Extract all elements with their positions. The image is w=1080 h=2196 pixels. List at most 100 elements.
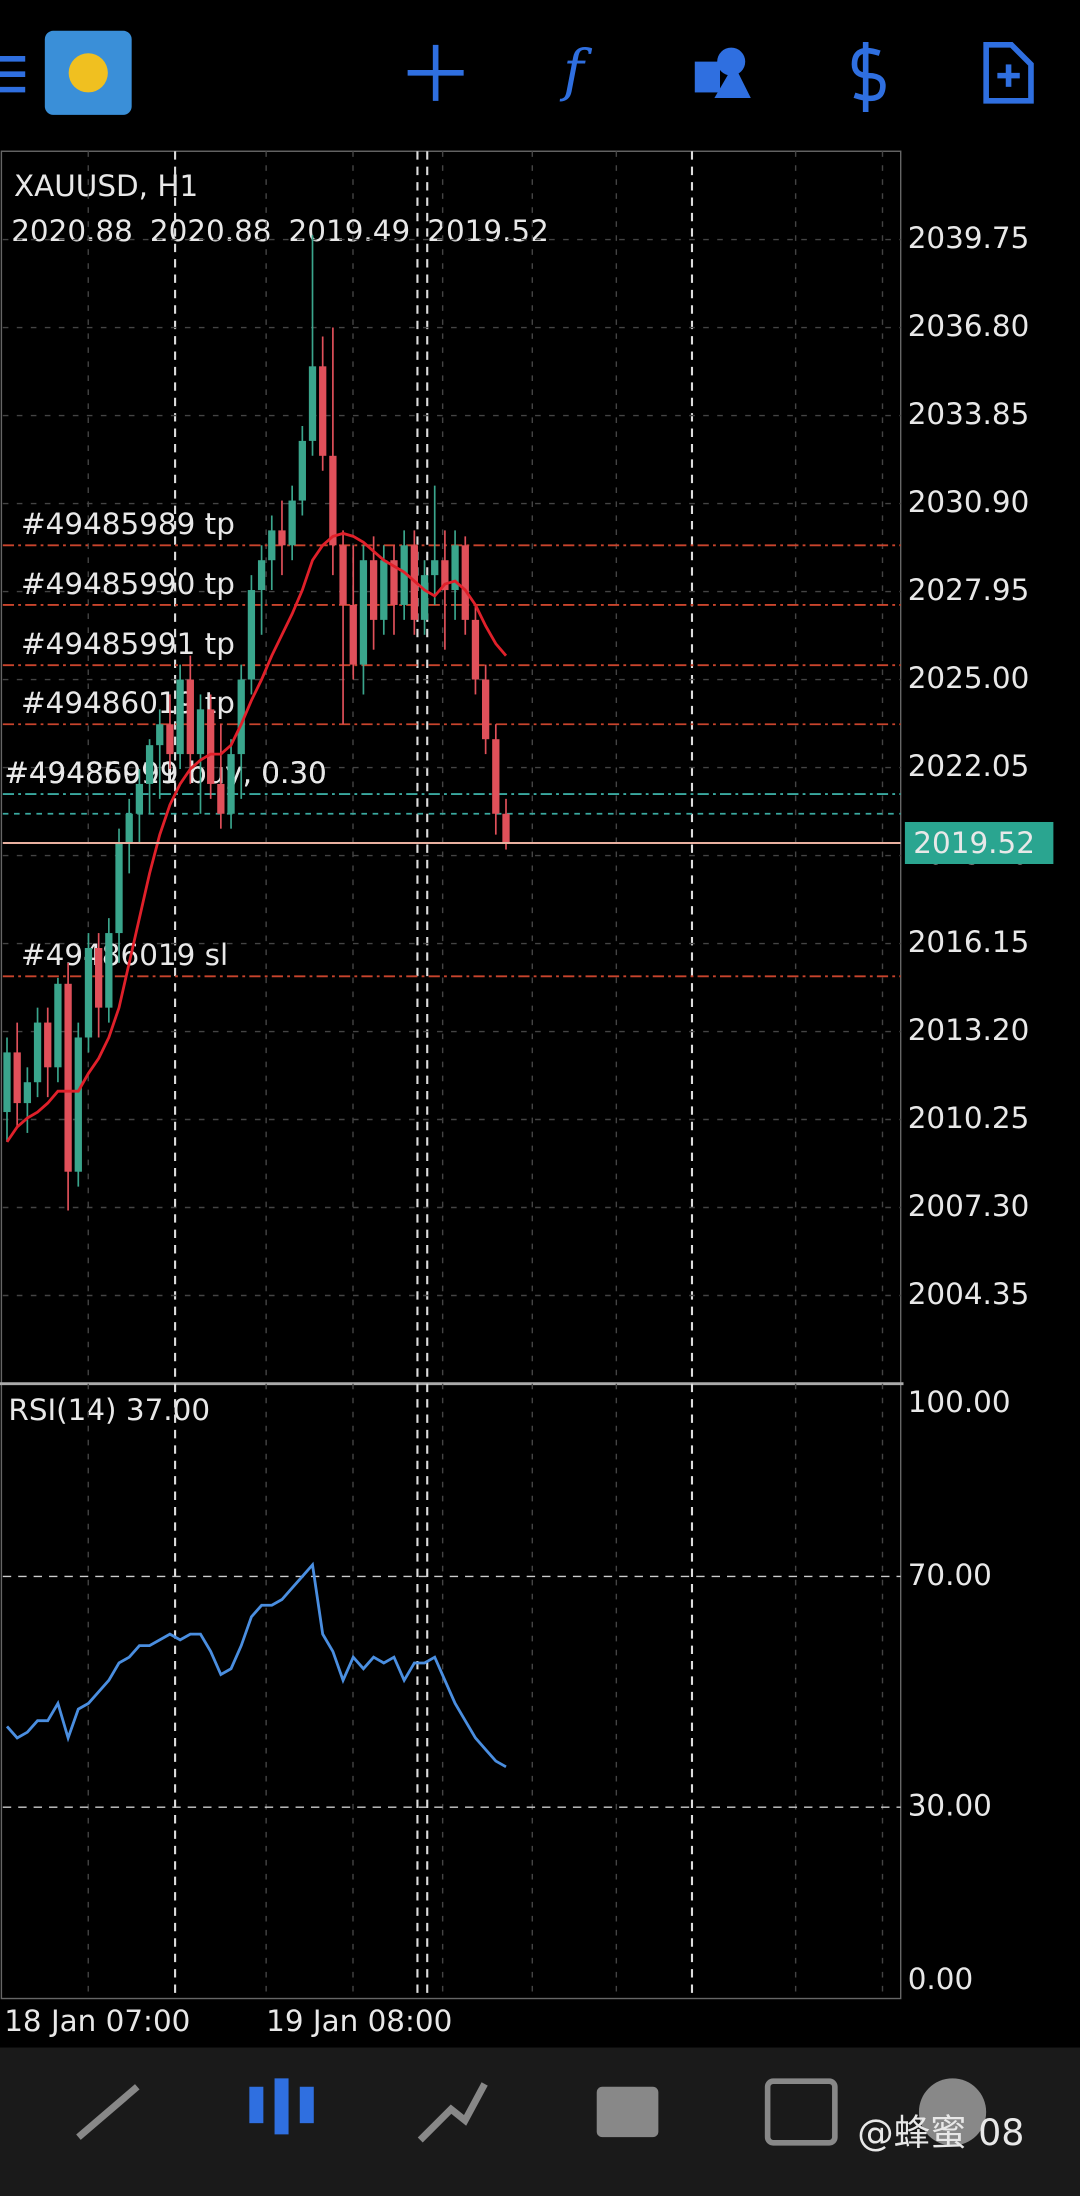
ohlc-value: 2019.52 xyxy=(427,214,549,248)
candle-body xyxy=(420,575,429,620)
new-order-button[interactable] xyxy=(983,42,1034,104)
objects-button[interactable] xyxy=(694,47,751,99)
order-label: #49485991 buy, 0.30 xyxy=(4,756,327,790)
candle-body xyxy=(257,560,266,591)
candle-body xyxy=(84,947,93,1038)
candle-body xyxy=(471,619,480,680)
trade-button[interactable] xyxy=(851,42,886,113)
x-label: 19 Jan 08:00 xyxy=(266,2004,452,2038)
chart-tab[interactable] xyxy=(249,2078,314,2135)
rsi-tick-label: 30.00 xyxy=(908,1789,992,1823)
candle-body xyxy=(431,560,439,576)
app-logo xyxy=(68,53,108,93)
candle-body xyxy=(207,709,215,784)
price-tick-label: 2039.75 xyxy=(908,221,1030,255)
price-tick-label: 2016.15 xyxy=(908,925,1030,959)
price-tick-label: 2033.85 xyxy=(908,397,1030,431)
candle-body xyxy=(268,530,276,561)
bottom-bar-bg xyxy=(0,2047,1080,2196)
bottom-bar: @蜂蜜 08 xyxy=(0,2047,1080,2196)
menu-button[interactable] xyxy=(0,56,26,93)
candle-body xyxy=(115,843,123,934)
order-label: #49485989 tp xyxy=(21,507,235,541)
candle-body xyxy=(156,724,164,746)
quotes-tab[interactable] xyxy=(76,2084,140,2140)
current-price-tag xyxy=(904,821,1054,865)
current-price-label: 2019.52 xyxy=(913,826,1035,860)
candle-body xyxy=(166,724,174,755)
ohlc-value: 2019.49 xyxy=(289,214,411,248)
candle-body xyxy=(369,560,378,620)
watermark: @蜂蜜 08 xyxy=(857,2111,1024,2154)
x-label: 18 Jan 07:00 xyxy=(4,2004,190,2038)
candle-body xyxy=(247,590,256,680)
candle-body xyxy=(492,739,500,814)
candle-body xyxy=(359,560,368,665)
rsi-tick-label: 70.00 xyxy=(908,1558,992,1592)
crosshair-button[interactable] xyxy=(407,44,464,101)
candle-body xyxy=(278,530,286,546)
news-tab[interactable] xyxy=(764,2078,838,2146)
candle-body xyxy=(390,560,398,605)
candle-body xyxy=(461,545,469,620)
candle-body xyxy=(196,709,205,755)
candle-body xyxy=(74,1037,82,1172)
messages-tab[interactable] xyxy=(918,2078,987,2146)
rsi-label: RSI(14) 37.00 xyxy=(8,1393,210,1427)
candle-body xyxy=(502,813,510,843)
top-bar: f xyxy=(0,30,1034,115)
candle-body xyxy=(95,947,103,1008)
ohlc-value: 2020.88 xyxy=(150,214,272,248)
candle-body xyxy=(217,783,225,814)
candle-body xyxy=(145,745,154,784)
history-tab[interactable] xyxy=(596,2086,659,2138)
candle-body xyxy=(64,983,72,1172)
price-tick-label: 2013.20 xyxy=(908,1013,1030,1047)
candle-body xyxy=(298,440,306,501)
candle-body xyxy=(135,783,144,814)
candle-body xyxy=(441,560,449,591)
candle-body xyxy=(125,813,133,844)
order-label: #49485990 tp xyxy=(21,567,235,601)
order-label: #49486019 sl xyxy=(21,938,228,972)
chart: XAUUSD, H1 2020.88 2020.88 2019.49 2019.52 … xyxy=(0,150,904,2038)
candle-body xyxy=(329,455,337,546)
price-tick-label: 2010.25 xyxy=(908,1101,1030,1135)
ohlc-value: 2020.88 xyxy=(11,214,133,248)
chart-frame xyxy=(0,150,902,2000)
candle-body xyxy=(13,1052,21,1104)
candle-body xyxy=(349,604,357,665)
candle-body xyxy=(3,1052,11,1113)
order-label: #49485991 tp xyxy=(21,627,235,661)
candle-body xyxy=(237,679,245,755)
candle-body xyxy=(288,500,296,546)
candle-body xyxy=(451,545,459,591)
candle-body xyxy=(481,679,490,740)
candle-body xyxy=(23,1082,32,1104)
trade-tab[interactable] xyxy=(417,2082,488,2143)
price-tick-label: 2007.30 xyxy=(908,1189,1030,1223)
candle-body xyxy=(319,366,327,456)
symbol: XAUUSD, H1 xyxy=(14,169,198,203)
candle-body xyxy=(44,1022,52,1068)
ma-line xyxy=(5,531,508,1143)
price-tick-label: 2025.00 xyxy=(908,661,1030,695)
rsi-line xyxy=(5,1561,507,1769)
price-tick-label: 2027.95 xyxy=(908,573,1030,607)
candle-body xyxy=(227,754,235,814)
price-tick-label: 2030.90 xyxy=(908,485,1030,519)
candle-body xyxy=(339,545,347,605)
ohlc-header: 2020.88 2020.88 2019.49 2019.52 xyxy=(11,214,549,248)
order-label: #49486019 buy, 0.30 xyxy=(4,756,327,790)
candle-body xyxy=(33,1022,42,1083)
price-tick-label: 2004.35 xyxy=(908,1277,1030,1311)
candle-body xyxy=(400,545,408,605)
price-tick-label: 2022.05 xyxy=(908,749,1030,783)
price-tick-label: 2036.80 xyxy=(908,309,1030,343)
indicators-button[interactable]: f xyxy=(559,39,593,104)
candle-body xyxy=(105,933,113,1008)
candle-body xyxy=(54,983,62,1068)
candle-body xyxy=(186,679,194,755)
